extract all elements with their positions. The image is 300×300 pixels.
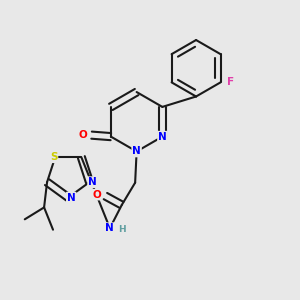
Text: O: O [92,190,101,200]
Text: O: O [79,130,88,140]
Text: N: N [67,193,76,202]
Text: H: H [118,225,126,234]
Text: F: F [227,77,235,87]
Text: N: N [132,146,141,157]
Text: N: N [158,132,167,142]
Text: N: N [106,223,114,233]
Text: N: N [88,177,97,187]
Text: S: S [50,152,57,162]
